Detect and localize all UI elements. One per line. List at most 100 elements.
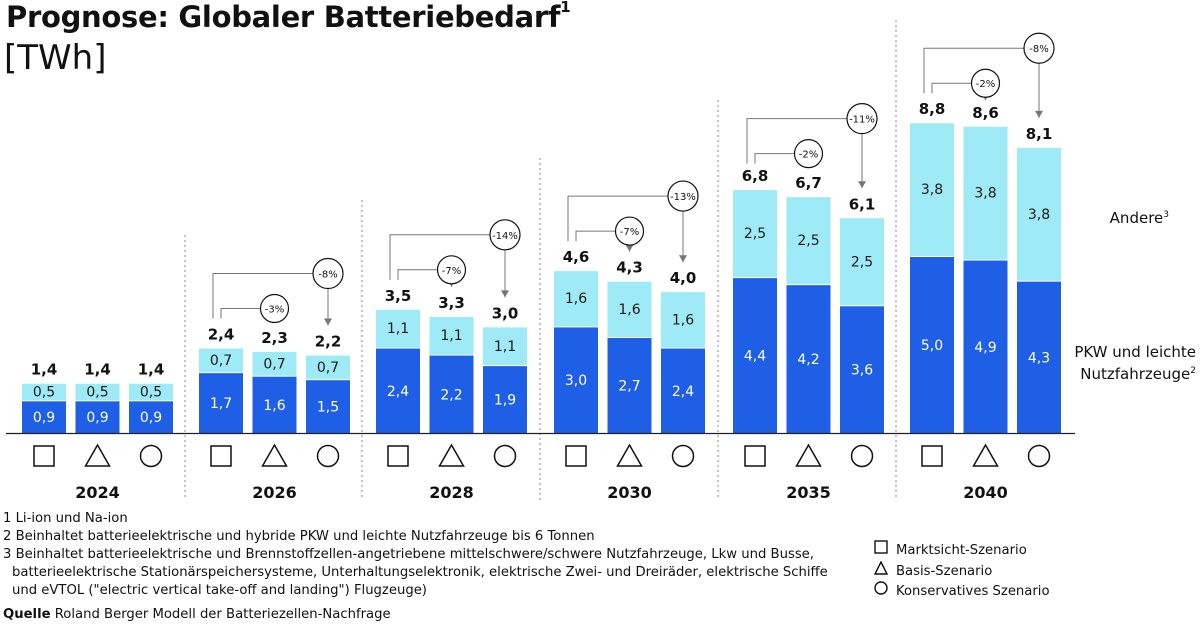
year-label: 2028 xyxy=(429,483,474,502)
bar-pkw xyxy=(607,337,652,433)
bar-andere xyxy=(1017,147,1061,281)
delta-connector xyxy=(567,195,684,263)
triangle-icon xyxy=(873,560,896,579)
delta-label: -2% xyxy=(799,150,818,161)
unit-label: [TWh] xyxy=(4,38,107,78)
bar-andere xyxy=(840,218,884,306)
data-label-andere: 1,6 xyxy=(618,302,640,318)
bar-andere xyxy=(429,316,474,355)
delta-badge xyxy=(846,103,878,135)
data-label-pkw: 0,9 xyxy=(140,410,162,426)
delta-arrowhead xyxy=(501,290,509,298)
data-label-pkw: 2,4 xyxy=(387,384,409,400)
delta-connector xyxy=(212,273,329,326)
bar-pkw xyxy=(554,327,598,433)
delta-label: -13% xyxy=(670,192,696,203)
data-label-pkw: 1,9 xyxy=(494,393,516,409)
triangle-icon xyxy=(972,443,999,467)
delta-badge xyxy=(970,68,1001,98)
delta-arrowhead xyxy=(625,244,634,252)
circle-icon xyxy=(671,444,695,468)
bar-andere xyxy=(786,197,831,285)
bar-pkw xyxy=(483,366,527,433)
data-label-pkw: 5,0 xyxy=(921,338,943,354)
delta-arrowhead xyxy=(1035,110,1043,118)
delta-badge xyxy=(489,219,521,251)
delta-badge xyxy=(312,257,344,290)
total-label: 6,7 xyxy=(795,174,822,192)
legend-item-konservativ: Konservatives Szenario xyxy=(874,581,1050,599)
delta-badge xyxy=(667,180,699,212)
total-label: 2,4 xyxy=(208,326,235,344)
data-label-andere: 0,5 xyxy=(140,385,162,401)
bar-pkw xyxy=(199,373,243,433)
circle-icon xyxy=(139,444,163,468)
total-label: 3,3 xyxy=(438,294,465,312)
delta-badge xyxy=(793,139,824,169)
circle-icon xyxy=(850,444,874,468)
data-label-pkw: 2,4 xyxy=(672,384,694,400)
delta-connector xyxy=(746,118,863,189)
total-label: 1,4 xyxy=(84,361,111,379)
bar-andere xyxy=(199,348,243,373)
source-note: Quelle Roland Berger Modell der Batterie… xyxy=(3,607,391,622)
bar-pkw xyxy=(661,348,705,433)
data-label-pkw: 4,4 xyxy=(744,349,766,365)
data-label-pkw: 4,3 xyxy=(1028,350,1050,366)
bar-pkw xyxy=(429,355,474,433)
legend-item-marktsicht: Marktsicht-Szenario xyxy=(874,540,1027,558)
bar-andere xyxy=(75,383,120,401)
footnote-3: 3 Beinhaltet batterieelektrische und Bre… xyxy=(3,547,814,562)
total-label: 8,1 xyxy=(1026,125,1053,143)
delta-label: -14% xyxy=(492,231,518,242)
triangle-icon xyxy=(261,443,288,467)
year-label: 2040 xyxy=(963,483,1008,502)
delta-arrowhead xyxy=(679,255,687,263)
data-label-andere: 0,5 xyxy=(86,385,108,401)
circle-icon xyxy=(493,444,517,468)
data-label-andere: 0,7 xyxy=(317,360,339,376)
data-label-andere: 3,8 xyxy=(921,182,943,198)
delta-label: -8% xyxy=(1029,44,1048,55)
bar-pkw xyxy=(376,348,420,433)
data-label-andere: 0,5 xyxy=(33,385,55,401)
total-label: 3,5 xyxy=(385,287,412,305)
total-label: 8,8 xyxy=(919,100,946,118)
data-label-pkw: 0,9 xyxy=(33,410,55,426)
square-icon xyxy=(744,445,766,467)
data-label-andere: 1,1 xyxy=(494,339,516,355)
total-label: 6,8 xyxy=(742,167,769,185)
data-label-pkw: 1,6 xyxy=(263,398,285,414)
data-label-andere: 2,5 xyxy=(744,226,766,242)
bar-andere xyxy=(376,309,420,348)
total-label: 8,6 xyxy=(972,104,999,122)
data-label-andere: 1,6 xyxy=(672,312,694,328)
bar-andere xyxy=(963,126,1008,260)
bar-pkw xyxy=(129,401,173,433)
delta-badge xyxy=(614,216,645,246)
legend-item-basis: Basis-Szenario xyxy=(873,560,992,579)
total-label: 2,2 xyxy=(315,333,342,351)
bar-pkw xyxy=(252,376,297,433)
delta-label: -2% xyxy=(976,79,995,90)
chart-title: Prognose: Globaler Batteriebedarf1 xyxy=(6,0,571,34)
data-label-andere: 1,1 xyxy=(440,328,462,344)
circle-icon xyxy=(1027,444,1051,468)
total-label: 4,0 xyxy=(670,269,697,287)
bar-andere xyxy=(607,281,652,337)
delta-label: -3% xyxy=(265,305,284,316)
bar-pkw xyxy=(75,401,120,433)
bar-andere xyxy=(483,327,527,366)
delta-arrowhead xyxy=(858,181,866,189)
footnote-3-line-3: und eVTOL ("electric vertical take-off a… xyxy=(12,583,427,598)
year-label: 2026 xyxy=(252,483,297,502)
bar-andere xyxy=(306,355,350,380)
delta-connector xyxy=(923,47,1040,118)
total-label: 3,0 xyxy=(492,304,519,322)
bar-andere xyxy=(661,292,705,348)
footnote-3-line-2: batterieelektrische Stationärspeichersys… xyxy=(12,565,828,580)
data-label-andere: 3,8 xyxy=(1028,207,1050,223)
data-label-pkw: 0,9 xyxy=(86,410,108,426)
data-label-pkw: 2,2 xyxy=(440,387,462,403)
